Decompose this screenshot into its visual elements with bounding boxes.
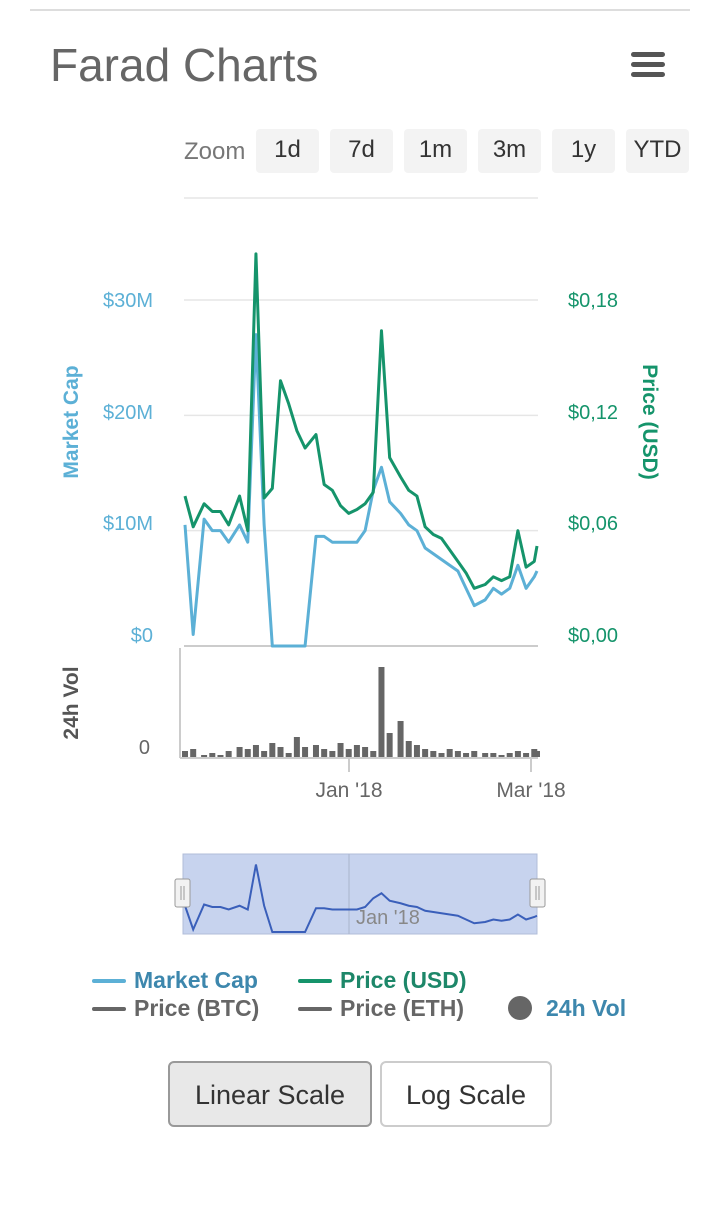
volume-axis-title: 24h Vol xyxy=(60,666,83,739)
volume-bar xyxy=(252,745,259,757)
legend-label: Price (ETH) xyxy=(340,995,464,1021)
navigator-selection[interactable] xyxy=(182,853,538,935)
series-line-market-cap xyxy=(183,333,539,648)
zoom-ytd-button[interactable]: YTD xyxy=(626,129,689,173)
volume-bar xyxy=(482,753,489,757)
volume-bar xyxy=(329,751,336,757)
linear-scale-button[interactable]: Linear Scale xyxy=(168,1061,372,1127)
navigator-series-line xyxy=(184,864,538,933)
volume-bar xyxy=(261,751,268,757)
grid-lines xyxy=(184,197,538,532)
right-tick-label: $0,06 xyxy=(568,513,618,535)
volume-bar xyxy=(209,753,216,757)
volume-bar xyxy=(370,751,377,757)
legend-label: Price (USD) xyxy=(340,967,467,993)
volume-bar xyxy=(277,747,284,757)
volume-bar xyxy=(293,737,300,757)
legend-line-marker xyxy=(298,1007,332,1011)
navigator-right-handle[interactable] xyxy=(529,878,546,908)
volume-bar xyxy=(225,751,232,757)
volume-bar xyxy=(345,749,352,757)
volume-bar xyxy=(302,747,309,757)
right-tick-label: $0,12 xyxy=(568,402,618,424)
legend-line-marker xyxy=(92,979,126,983)
volume-bar xyxy=(244,749,251,757)
right-tick-label: $0,18 xyxy=(568,290,618,312)
navigator-left-handle[interactable] xyxy=(174,878,191,908)
page-title: Farad Charts xyxy=(50,39,319,91)
volume-bar xyxy=(312,745,319,757)
volume-bar xyxy=(446,749,453,757)
volume-bar xyxy=(430,751,437,757)
volume-bar xyxy=(353,745,360,757)
volume-tick-label: 0 xyxy=(139,737,150,759)
left-tick-label: $0 xyxy=(131,625,153,647)
volume-bar xyxy=(337,743,344,757)
volume-bar xyxy=(285,753,292,757)
zoom-1y-button[interactable]: 1y xyxy=(552,129,615,173)
volume-bar xyxy=(201,755,208,757)
volume-bar xyxy=(236,747,243,757)
volume-bar xyxy=(506,753,513,757)
right-axis-title: Price (USD) xyxy=(638,364,661,480)
volume-bar xyxy=(422,749,429,757)
volume-bar xyxy=(463,753,470,757)
volume-bar xyxy=(498,755,505,757)
volume-bar xyxy=(378,667,385,757)
left-tick-label: $10M xyxy=(103,513,153,535)
navigator[interactable]: Jan '18 xyxy=(174,853,546,935)
navigator-tick-label: Jan '18 xyxy=(356,907,420,929)
volume-bar xyxy=(182,751,188,757)
volume-bar xyxy=(413,745,420,757)
x-tick-label: Mar '18 xyxy=(496,779,565,802)
volume-bar xyxy=(534,751,540,757)
right-tick-label: $0,00 xyxy=(568,625,618,647)
left-tick-label: $30M xyxy=(103,290,153,312)
hamburger-menu-icon[interactable] xyxy=(631,52,665,78)
volume-bar xyxy=(269,743,276,757)
zoom-label: Zoom xyxy=(184,138,246,165)
volume-bar xyxy=(454,751,461,757)
volume-bar xyxy=(471,751,478,757)
volume-bar xyxy=(217,755,224,757)
left-tick-label: $20M xyxy=(103,402,153,424)
log-scale-button[interactable]: Log Scale xyxy=(380,1061,552,1127)
legend-line-marker xyxy=(92,1007,126,1011)
volume-bar xyxy=(523,753,530,757)
price-chart[interactable]: $30M $20M $10M $0 $0,18 $0,12 $0,06 $0,0… xyxy=(0,0,720,960)
zoom-1d-button[interactable]: 1d xyxy=(256,129,319,173)
volume-bar xyxy=(514,751,521,757)
legend-circle-marker xyxy=(508,996,532,1020)
legend-line-marker xyxy=(298,979,332,983)
left-axis-title: Market Cap xyxy=(60,365,83,478)
x-tick-label: Jan '18 xyxy=(315,779,382,802)
volume-bar xyxy=(397,721,404,757)
volume-bar xyxy=(321,749,328,757)
zoom-7d-button[interactable]: 7d xyxy=(330,129,393,173)
legend-label: Market Cap xyxy=(134,967,258,993)
volume-bar xyxy=(438,753,445,757)
volume-bar xyxy=(405,741,412,757)
top-divider xyxy=(30,9,690,11)
volume-bar xyxy=(490,753,497,757)
volume-bar xyxy=(190,749,197,757)
zoom-1m-button[interactable]: 1m xyxy=(404,129,467,173)
zoom-3m-button[interactable]: 3m xyxy=(478,129,541,173)
volume-bar xyxy=(386,733,393,757)
volume-bars xyxy=(182,667,540,757)
volume-bar xyxy=(362,747,369,757)
legend-label: Price (BTC) xyxy=(134,995,260,1021)
series-line-price-usd xyxy=(183,252,539,590)
legend-label: 24h Vol xyxy=(546,995,627,1021)
